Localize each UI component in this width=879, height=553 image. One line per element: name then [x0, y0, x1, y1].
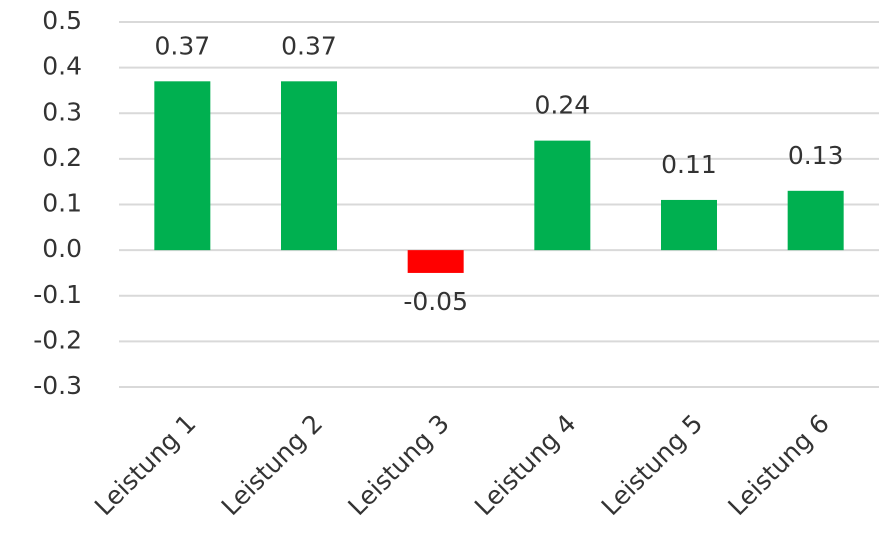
y-tick-label: -0.1 — [33, 280, 82, 309]
y-tick-label: 0.3 — [42, 97, 82, 126]
y-tick-label: 0.4 — [42, 52, 82, 81]
data-label: 0.37 — [281, 31, 337, 60]
y-tick-label: 0.5 — [42, 6, 82, 35]
x-tick-label: Leistung 3 — [342, 409, 454, 521]
bar — [661, 199, 717, 251]
x-tick-label: Leistung 1 — [89, 409, 201, 521]
x-tick-label: Leistung 2 — [216, 409, 328, 521]
data-label: 0.24 — [534, 91, 590, 120]
data-label: 0.11 — [661, 150, 717, 179]
bar — [154, 81, 211, 251]
bar — [281, 81, 337, 251]
x-tick-label: Leistung 6 — [722, 409, 834, 521]
data-label: -0.05 — [403, 287, 468, 316]
y-tick-label: 0.2 — [42, 143, 82, 172]
y-tick-label: 0.0 — [42, 234, 82, 263]
data-label: 0.13 — [788, 141, 844, 170]
bar — [407, 250, 464, 273]
y-tick-label: 0.1 — [42, 189, 82, 218]
x-tick-label: Leistung 4 — [469, 409, 581, 521]
y-tick-label: -0.2 — [33, 325, 82, 354]
y-tick-label: -0.3 — [33, 371, 82, 400]
data-label: 0.37 — [154, 31, 210, 60]
bar — [787, 190, 844, 251]
x-tick-label: Leistung 5 — [596, 409, 708, 521]
bar — [534, 140, 591, 251]
